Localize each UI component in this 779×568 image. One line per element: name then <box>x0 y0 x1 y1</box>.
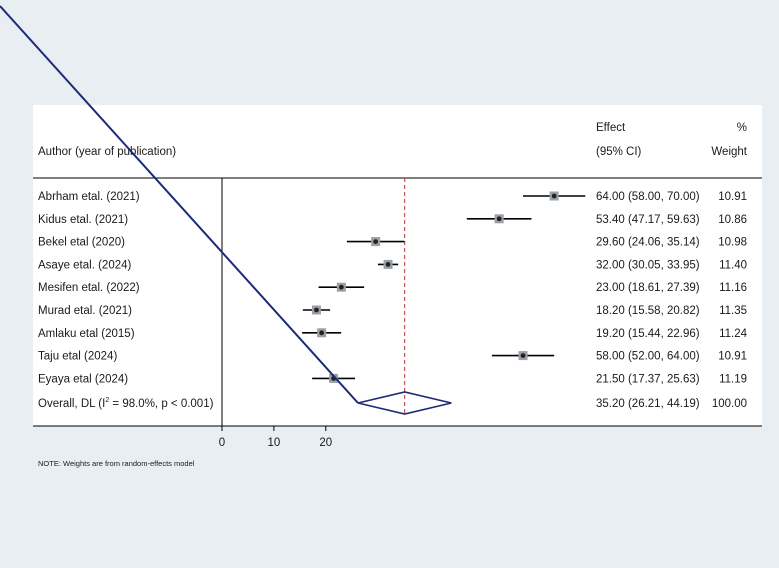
study-ci-text: 18.20 (15.58, 20.82) <box>596 305 700 317</box>
study-point <box>319 330 325 336</box>
study-weight: 11.24 <box>719 328 748 340</box>
study-ci-text: 21.50 (17.37, 25.63) <box>596 373 700 385</box>
header-effect: Effect <box>596 122 626 134</box>
overall-label: Overall, DL (I2 = 98.0%, p < 0.001) <box>38 397 214 410</box>
diagonal-line <box>0 5 359 404</box>
study-ci-text: 32.00 (30.05, 33.95) <box>596 259 700 271</box>
study-weight: 10.91 <box>718 351 747 363</box>
overall-weight: 100.00 <box>712 398 747 410</box>
study-ci-text: 58.00 (52.00, 64.00) <box>596 351 700 363</box>
study-ci-text: 64.00 (58.00, 70.00) <box>596 191 700 203</box>
study-label: Mesifen etal. (2022) <box>38 282 140 294</box>
study-label: Taju etal (2024) <box>38 351 117 363</box>
study-point <box>496 216 502 222</box>
study-ci-text: 29.60 (24.06, 35.14) <box>596 237 700 249</box>
study-weight: 11.19 <box>719 373 747 385</box>
study-weight: 10.98 <box>718 237 747 249</box>
study-weight: 11.35 <box>719 305 747 317</box>
study-ci-text: 23.00 (18.61, 27.39) <box>596 282 700 294</box>
study-point <box>385 262 391 267</box>
study-ci-text: 53.40 (47.17, 59.63) <box>596 214 700 226</box>
header-weight-symbol: % <box>737 122 747 134</box>
header-author: Author (year of publication) <box>38 146 176 158</box>
header-weight: Weight <box>711 146 747 158</box>
study-weight: 11.40 <box>719 259 747 271</box>
header-ci: (95% CI) <box>596 146 642 158</box>
study-weight: 10.91 <box>718 191 747 203</box>
study-weight: 11.16 <box>719 282 747 294</box>
x-tick-label: 0 <box>219 437 225 449</box>
plot-panel <box>33 105 762 426</box>
study-label: Eyaya etal (2024) <box>38 373 128 385</box>
study-label: Amlaku etal (2015) <box>38 328 135 340</box>
study-weight: 10.86 <box>718 214 747 226</box>
study-ci-text: 19.20 (15.44, 22.96) <box>596 328 700 340</box>
study-label: Murad etal. (2021) <box>38 305 132 317</box>
study-label: Asaye etal. (2024) <box>38 259 132 271</box>
footnote: NOTE: Weights are from random-effects mo… <box>38 459 195 468</box>
overall-diamond <box>357 391 452 415</box>
overall-ci-text: 35.20 (26.21, 44.19) <box>596 398 700 410</box>
study-point <box>314 307 319 313</box>
study-label: Kidus etal. (2021) <box>38 214 128 226</box>
study-point <box>338 284 344 290</box>
x-tick-label: 20 <box>319 437 332 449</box>
study-point <box>551 193 557 199</box>
study-label: Abrham etal. (2021) <box>38 191 140 203</box>
study-label: Bekel etal (2020) <box>38 237 125 249</box>
study-point <box>373 239 379 245</box>
study-point <box>520 353 526 358</box>
x-tick-label: 10 <box>268 437 281 449</box>
